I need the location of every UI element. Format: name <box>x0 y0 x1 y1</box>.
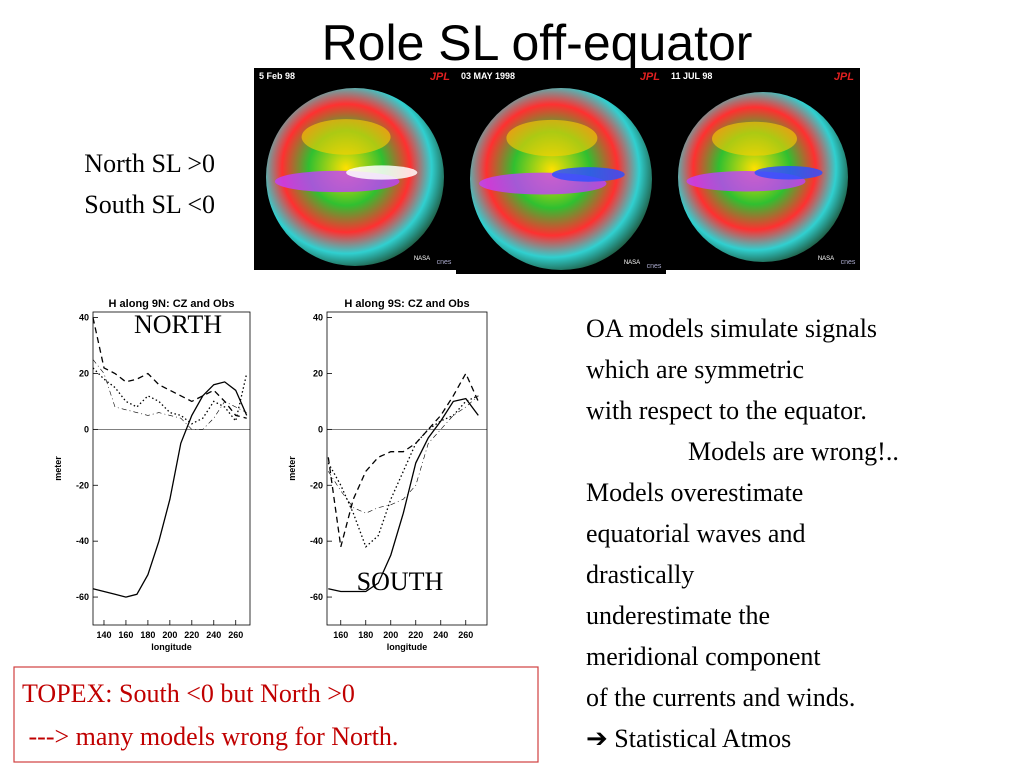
anomaly <box>506 119 598 157</box>
x-tick-label: 220 <box>184 630 199 640</box>
x-tick-label: 220 <box>408 630 423 640</box>
x-axis-label: longitude <box>387 642 428 652</box>
y-tick-label: 40 <box>79 313 89 323</box>
body-line: Models are wrong!.. <box>688 437 899 466</box>
series-line <box>327 372 479 547</box>
y-tick-label: 20 <box>79 368 89 378</box>
note-line: TOPEX: South <0 but North >0 <box>22 679 355 708</box>
map-logo: JPL <box>430 71 450 83</box>
x-tick-label: 260 <box>458 630 473 640</box>
y-axis-label: meter <box>53 456 63 481</box>
map-logo: JPL <box>834 71 854 83</box>
series-line <box>92 367 248 425</box>
x-tick-label: 240 <box>206 630 221 640</box>
series-line <box>328 397 479 593</box>
map-date: 11 JUL 98 <box>671 71 712 81</box>
body-line: underestimate the <box>586 601 770 630</box>
map-logo: JPL <box>640 71 660 83</box>
agency: cnes <box>437 259 452 266</box>
x-tick-label: 240 <box>433 630 448 640</box>
agency: cnes <box>647 263 662 270</box>
map-date: 5 Feb 98 <box>259 71 295 81</box>
body-line: equatorial waves and <box>586 519 805 548</box>
x-tick-label: 200 <box>162 630 177 640</box>
x-tick-label: 140 <box>96 630 111 640</box>
y-tick-label: -20 <box>310 480 323 490</box>
y-tick-label: -20 <box>76 480 89 490</box>
sl-note: South SL <0 <box>84 190 215 219</box>
note-line: ---> many models wrong for North. <box>22 722 398 751</box>
anomaly <box>754 165 823 180</box>
map-date: 03 MAY 1998 <box>461 71 515 81</box>
series-line <box>92 381 248 598</box>
x-tick-label: 200 <box>383 630 398 640</box>
agency: cnes <box>841 259 856 266</box>
body-line: of the currents and winds. <box>586 683 855 712</box>
body-line: drastically <box>586 560 694 589</box>
y-tick-label: 40 <box>313 313 323 323</box>
body-line: OA models simulate signals <box>586 314 877 343</box>
agency: NASA <box>818 256 834 262</box>
anomaly <box>301 119 391 155</box>
anomaly <box>346 165 418 180</box>
y-tick-label: 20 <box>313 368 323 378</box>
anomaly <box>712 121 797 156</box>
sl-note: North SL >0 <box>84 149 215 178</box>
chart-title: H along 9N: CZ and Obs <box>109 298 235 310</box>
y-tick-label: -40 <box>76 536 89 546</box>
maps: 5 Feb 98 JPL NASA cnes 03 MAY 1998 JPL NASA cne… <box>254 68 860 274</box>
chart-title: H along 9S: CZ and Obs <box>344 298 469 310</box>
plot-frame <box>92 311 251 626</box>
title: Role SL off-equator <box>322 15 753 71</box>
y-tick-label: -60 <box>310 592 323 602</box>
chart-label: NORTH <box>134 310 222 339</box>
x-tick-label: 160 <box>333 630 348 640</box>
y-axis-label: meter <box>287 456 297 481</box>
body-line: with respect to the equator. <box>586 396 867 425</box>
anomaly <box>551 167 625 182</box>
x-tick-label: 260 <box>228 630 243 640</box>
body-line: Models overestimate <box>586 478 803 507</box>
agency: NASA <box>414 256 430 262</box>
x-tick-label: 160 <box>118 630 133 640</box>
body-line: which are symmetric <box>586 355 804 384</box>
y-tick-label: -60 <box>76 592 89 602</box>
x-tick-label: 180 <box>140 630 155 640</box>
body-line: ➔ Statistical Atmos <box>586 724 791 753</box>
x-axis-label: longitude <box>151 642 192 652</box>
body-text: OA models simulate signals which are symm… <box>586 314 899 753</box>
x-tick-label: 180 <box>358 630 373 640</box>
body-line: meridional component <box>586 642 821 671</box>
y-tick-label: 0 <box>84 424 89 434</box>
series-line <box>328 395 479 514</box>
agency: NASA <box>624 260 640 266</box>
y-tick-label: 0 <box>318 424 323 434</box>
series-line <box>92 359 247 430</box>
chart-label: SOUTH <box>357 567 444 596</box>
note-box <box>13 666 539 763</box>
series-line <box>327 395 479 548</box>
plot-frame <box>326 311 488 626</box>
y-tick-label: -40 <box>310 536 323 546</box>
